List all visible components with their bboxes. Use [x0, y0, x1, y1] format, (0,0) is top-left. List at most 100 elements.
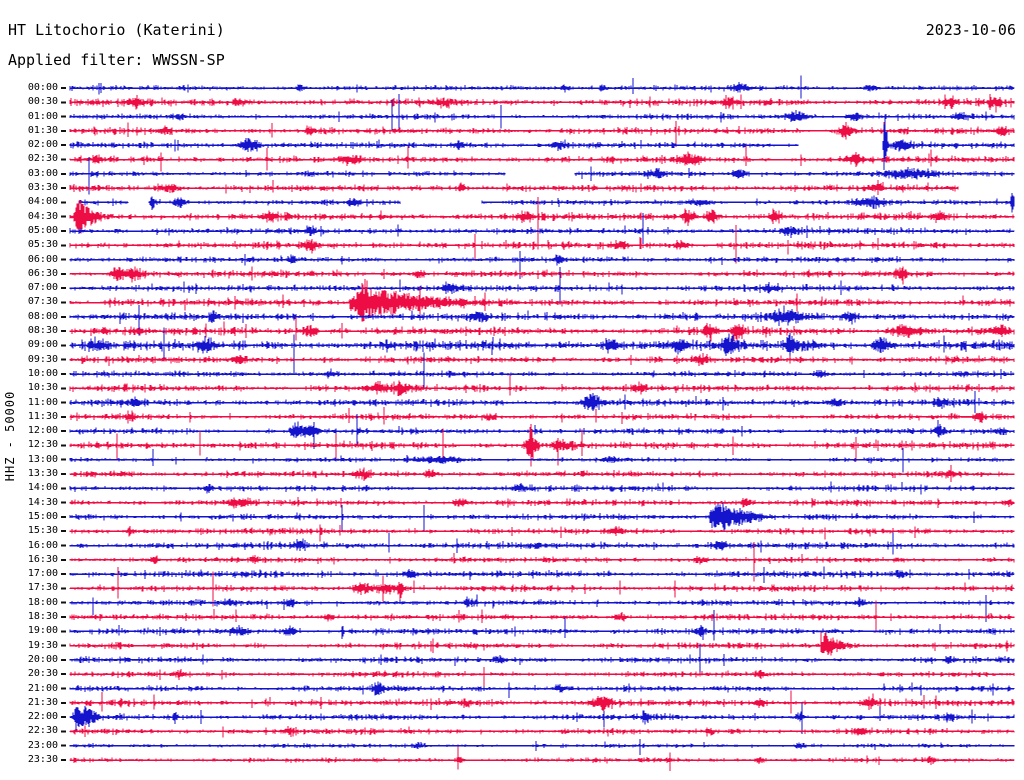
trace-row-0400: [79, 193, 1015, 213]
row-tick: [61, 716, 66, 719]
trace-row-1730: [69, 567, 1015, 607]
time-label: 17:30: [27, 582, 58, 594]
trace-row-1530: [69, 524, 1015, 542]
trace-row-0600: [69, 251, 1015, 279]
time-label: 05:00: [27, 224, 58, 236]
row-tick: [61, 430, 66, 433]
trace-row-0000: [69, 75, 1015, 99]
row-tick: [61, 258, 66, 261]
row-tick: [61, 673, 66, 676]
time-label: 15:00: [27, 510, 58, 522]
time-label: 13:00: [27, 453, 58, 465]
time-label: 03:00: [27, 167, 58, 179]
time-label: 23:30: [27, 754, 58, 765]
time-label: 01:30: [27, 124, 58, 136]
row-tick: [61, 458, 66, 461]
row-tick: [61, 272, 66, 275]
trace-row-0130: [69, 120, 1015, 149]
trace-row-0630: [69, 266, 1015, 285]
row-tick: [61, 515, 66, 518]
row-tick: [61, 530, 66, 533]
filter-label: Applied filter: WWSSN-SP: [8, 51, 225, 69]
time-label: 10:30: [27, 382, 58, 394]
trace-row-0900: [69, 327, 1015, 375]
row-tick: [61, 744, 66, 747]
time-label: 18:00: [27, 596, 58, 608]
trace-row-1430: [69, 497, 1015, 509]
trace-row-1930: [69, 632, 1015, 656]
trace-row-2330: [69, 746, 1015, 772]
row-tick: [61, 587, 66, 590]
trace-row-0500: [69, 213, 1015, 244]
row-tick: [61, 230, 66, 232]
time-label: 12:30: [27, 439, 58, 451]
plot-date: 2023-10-06: [925, 21, 1016, 39]
trace-row-0330: [69, 179, 959, 196]
time-label: 11:30: [27, 410, 58, 422]
time-label: 09:00: [27, 339, 58, 351]
trace-row-0730: [69, 278, 1015, 322]
time-label: 08:00: [27, 310, 58, 322]
trace-row-2230: [69, 725, 1015, 738]
row-tick: [61, 573, 66, 576]
trace-row-2030: [69, 666, 1015, 689]
time-label: 04:00: [27, 196, 58, 208]
trace-row-0300: [69, 156, 1015, 195]
trace-row-0030: [69, 93, 1015, 113]
trace-row-1500: [69, 502, 1015, 532]
time-label: 03:30: [27, 182, 58, 194]
trace-row-1700: [69, 566, 1015, 584]
time-label: 08:30: [27, 325, 58, 337]
time-label: 12:00: [27, 425, 58, 437]
trace-row-1200: [69, 413, 1015, 450]
row-tick: [61, 601, 66, 604]
row-tick: [61, 687, 66, 690]
row-tick: [61, 730, 66, 733]
trace-row-2200: [69, 702, 1015, 735]
row-tick: [61, 215, 66, 218]
row-tick: [61, 301, 66, 304]
trace-row-1300: [69, 447, 1015, 473]
time-label: 14:00: [27, 482, 58, 494]
trace-row-2130: [69, 690, 1015, 714]
trace-row-0200: [69, 114, 1015, 171]
row-tick: [61, 187, 66, 190]
time-label: 16:30: [27, 553, 58, 565]
row-tick: [61, 330, 66, 333]
time-label: 09:30: [27, 353, 58, 365]
row-tick: [61, 101, 66, 104]
row-tick: [61, 701, 66, 704]
time-label: 07:30: [27, 296, 58, 308]
row-tick: [61, 315, 66, 318]
time-label: 00:30: [27, 96, 58, 108]
time-label: 15:30: [27, 525, 58, 537]
row-tick: [61, 87, 66, 89]
station-title: HT Litochorio (Katerini): [8, 21, 225, 39]
time-label: 13:30: [27, 468, 58, 480]
trace-row-0530: [69, 224, 1015, 264]
row-tick: [61, 115, 66, 118]
trace-row-0230: [69, 145, 1015, 172]
row-tick: [61, 129, 66, 132]
trace-row-1330: [69, 465, 1015, 483]
time-label: 16:00: [27, 539, 58, 551]
time-label: 22:30: [27, 725, 58, 737]
trace-row-2000: [69, 643, 1015, 676]
row-tick: [61, 387, 66, 390]
trace-row-1030: [69, 374, 1015, 397]
time-label: 19:00: [27, 625, 58, 637]
time-label: 01:00: [27, 110, 58, 122]
row-tick: [61, 244, 66, 247]
trace-row-0700: [69, 267, 1015, 305]
trace-row-0430: [69, 197, 1015, 250]
trace-row-1600: [69, 532, 1015, 555]
time-label: 21:00: [27, 682, 58, 694]
row-tick: [61, 287, 66, 290]
time-label: 06:30: [27, 267, 58, 279]
row-tick: [61, 616, 66, 618]
time-label: 18:30: [27, 611, 58, 623]
row-tick: [61, 644, 66, 647]
row-tick: [61, 759, 66, 761]
row-tick: [61, 144, 66, 147]
time-label: 04:30: [27, 210, 58, 222]
